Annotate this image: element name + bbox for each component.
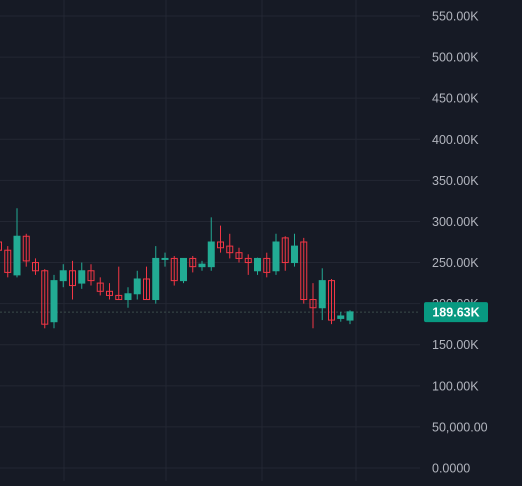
candle-34 <box>309 283 317 329</box>
candle-8 <box>69 260 76 300</box>
candle-12 <box>106 283 113 300</box>
candle-body <box>161 257 169 260</box>
candle-31 <box>281 236 289 271</box>
candle-11 <box>96 277 104 296</box>
candle-body <box>207 241 215 268</box>
y-tick-label-5: 300.00K <box>432 215 479 229</box>
candle-body <box>115 294 123 301</box>
candle-body <box>143 278 150 301</box>
candle-27 <box>244 254 252 275</box>
candle-body <box>263 257 271 273</box>
candle-2 <box>13 208 21 278</box>
y-tick-label-6: 250.00K <box>432 256 479 270</box>
candles <box>0 208 354 329</box>
candle-4 <box>32 258 39 275</box>
candle-body <box>96 282 104 292</box>
y-tick-label-0: 550.00K <box>432 10 479 24</box>
candle-28 <box>254 257 261 275</box>
candle-3 <box>22 233 30 267</box>
y-tick-label-1: 500.00K <box>432 51 479 65</box>
last-price-badge <box>424 302 488 323</box>
candle-38 <box>346 310 354 325</box>
candle-0 <box>0 241 2 251</box>
candle-19 <box>170 255 178 286</box>
candle-37 <box>337 311 345 322</box>
candle-body <box>50 280 58 323</box>
candle-body <box>281 237 289 264</box>
y-tick-label-3: 400.00K <box>432 133 479 147</box>
grid-lines <box>0 0 420 481</box>
candle-body <box>69 270 76 287</box>
candle-22 <box>198 260 206 271</box>
candle-body <box>170 257 178 282</box>
price-axis[interactable]: 550.00K 500.00K 450.00K 400.00K 350.00K 300.0… <box>432 10 488 476</box>
candle-body <box>13 235 21 276</box>
y-tick-label-8: 150.00K <box>432 338 479 352</box>
candle-body <box>78 270 86 284</box>
candle-body <box>226 245 234 254</box>
candle-body <box>22 235 30 262</box>
candle-5 <box>41 269 49 329</box>
candle-body <box>217 241 224 249</box>
candle-21 <box>189 255 197 273</box>
candle-body <box>318 280 326 309</box>
candle-body <box>328 280 335 321</box>
y-tick-label-2: 450.00K <box>432 92 479 106</box>
candle-body <box>124 293 132 301</box>
candle-body <box>41 270 49 325</box>
last-price-label: 189.63K <box>424 302 488 323</box>
candle-body <box>180 257 187 282</box>
candle-body <box>346 311 354 321</box>
candle-17 <box>152 246 160 304</box>
candle-body <box>87 270 95 282</box>
candle-33 <box>300 237 308 304</box>
candle-20 <box>180 257 187 284</box>
y-tick-label-10: 50,000.00 <box>432 420 488 434</box>
candle-body <box>244 257 252 264</box>
candle-body <box>152 257 160 301</box>
candle-9 <box>78 262 86 289</box>
candle-body <box>235 252 243 259</box>
y-tick-label-9: 100.00K <box>432 379 479 393</box>
candle-35 <box>318 268 326 321</box>
candle-14 <box>124 287 132 308</box>
candle-29 <box>263 252 271 278</box>
candle-body <box>337 315 345 319</box>
candle-body <box>254 257 261 272</box>
candle-body <box>0 241 2 251</box>
candle-body <box>59 270 67 282</box>
candle-6 <box>50 274 58 329</box>
last-price-text: 189.63K <box>432 306 479 320</box>
candle-36 <box>328 278 335 325</box>
candle-body <box>133 278 141 295</box>
candle-body <box>309 299 317 309</box>
candle-18 <box>161 252 169 267</box>
candle-30 <box>272 233 280 275</box>
candle-body <box>300 241 308 301</box>
y-tick-label-11: 0.0000 <box>432 462 470 476</box>
candle-1 <box>4 246 12 278</box>
candle-23 <box>207 217 215 271</box>
candle-7 <box>59 264 67 288</box>
candle-15 <box>133 270 141 300</box>
y-tick-label-4: 350.00K <box>432 174 479 188</box>
candle-10 <box>87 264 95 286</box>
candle-body <box>106 290 113 296</box>
candle-body <box>32 262 39 272</box>
candle-body <box>189 257 197 268</box>
candle-13 <box>115 266 123 301</box>
candle-body <box>272 241 280 272</box>
candle-25 <box>226 233 234 259</box>
candle-16 <box>143 266 150 301</box>
candle-body <box>198 263 206 268</box>
candle-32 <box>291 233 298 267</box>
candle-24 <box>217 225 224 253</box>
candle-body <box>291 245 298 264</box>
candle-26 <box>235 247 243 263</box>
candle-body <box>4 249 12 273</box>
